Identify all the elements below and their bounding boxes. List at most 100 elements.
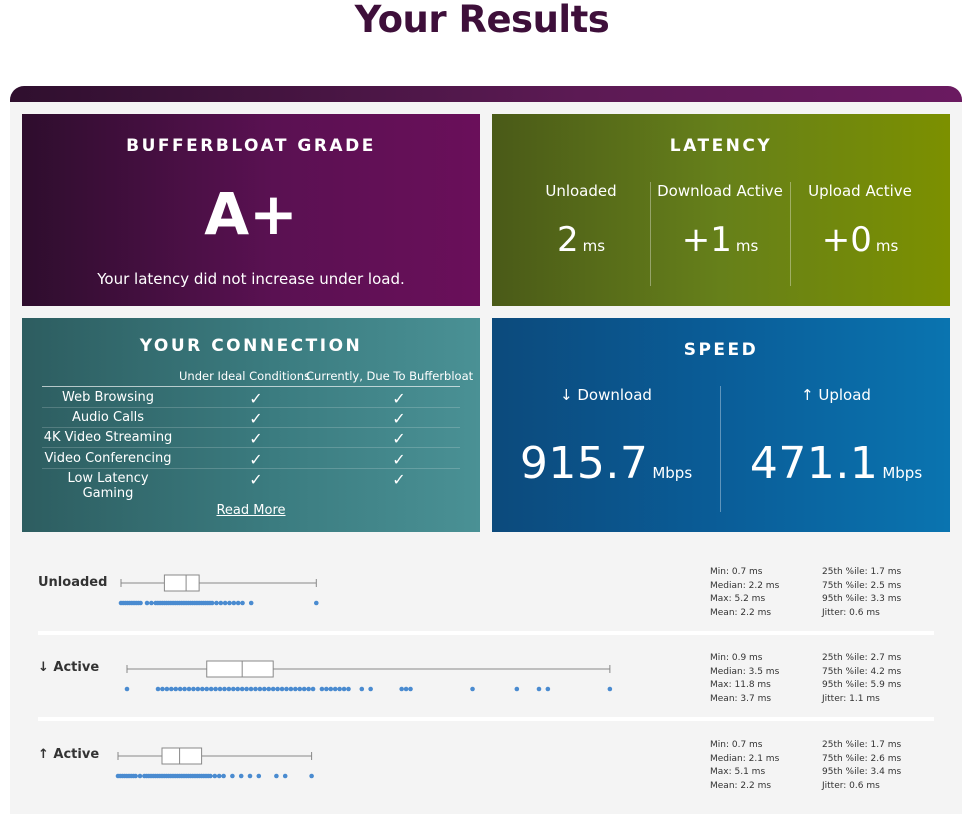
latency-distribution-download-active: ↓ Active Min: 0.9 ms Median: 3.5 ms Max: 1… <box>38 652 934 732</box>
latency-unloaded: Unloaded 2 ms <box>511 182 651 286</box>
latency-unloaded-label: Unloaded <box>545 182 617 200</box>
connection-row: Audio Calls ✓ ✓ <box>42 408 460 428</box>
sample-dot <box>222 600 228 606</box>
sample-dot <box>182 686 187 692</box>
download-speed: ↓ Download 915.7 Mbps <box>506 386 706 514</box>
sample-dot <box>173 686 179 692</box>
sample-dot <box>221 773 226 779</box>
check-icon: ✓ <box>249 409 263 428</box>
upload-speed: ↑ Upload 471.1 Mbps <box>736 386 936 514</box>
bufferbloat-grade-card: BUFFERBLOAT GRADE A+ Your latency did no… <box>22 114 480 306</box>
latency-download-value: +1 ms <box>681 220 759 260</box>
sample-dot <box>368 686 373 692</box>
sample-dot <box>545 686 551 692</box>
box-plot <box>115 747 314 779</box>
stats-left: Min: 0.9 ms Median: 3.5 ms Max: 11.8 ms Mea… <box>710 653 780 704</box>
connection-row: Video Conferencing ✓ ✓ <box>42 449 460 469</box>
check-icon: ✓ <box>392 409 406 428</box>
speed-card: SPEED ↓ Download 915.7 Mbps ↑ Upload 471.… <box>492 318 950 532</box>
grade-message: Your latency did not increase under load… <box>97 270 405 288</box>
connection-card-title: YOUR CONNECTION <box>139 336 363 356</box>
results-header-bar <box>10 86 962 102</box>
sample-dot <box>262 686 267 692</box>
latency-unloaded-value: 2 ms <box>556 220 606 260</box>
connection-row-label: Audio Calls <box>71 410 145 425</box>
sample-dot <box>177 686 183 692</box>
connection-row-label: Video Conferencing <box>44 451 172 466</box>
sample-dot <box>230 773 235 779</box>
iqr-box <box>206 660 274 678</box>
sample-dot <box>137 773 143 779</box>
download-value: 915.7 Mbps <box>519 438 693 489</box>
latency-download-active: Download Active +1 ms <box>650 182 790 286</box>
sample-dot <box>279 686 285 692</box>
sample-dot <box>235 686 241 692</box>
row-divider <box>38 717 934 721</box>
sample-dot <box>204 686 210 692</box>
check-icon: ✓ <box>249 450 263 469</box>
sample-dot <box>238 773 244 779</box>
sample-dot <box>214 600 219 606</box>
column-header-current: Currently, Due To Bufferbloat <box>306 369 474 383</box>
distribution-label: ↓ Active <box>38 660 100 675</box>
check-icon: ✓ <box>392 450 406 469</box>
sample-dot <box>403 686 409 692</box>
sample-dot <box>200 686 205 692</box>
sample-dot <box>239 686 245 692</box>
sample-dot <box>310 686 316 692</box>
connection-row: Low Latency Gaming ✓ ✓ <box>42 469 460 501</box>
sample-dot <box>359 686 365 692</box>
sample-dot <box>169 686 174 692</box>
sample-dot <box>341 686 347 692</box>
read-more-link[interactable]: Read More <box>216 503 286 518</box>
sample-dot <box>208 773 213 779</box>
sample-dot <box>301 686 307 692</box>
sample-dot <box>226 686 232 692</box>
latency-upload-value: +0 ms <box>821 220 899 260</box>
latency-download-label: Download Active <box>657 182 783 200</box>
sample-dot <box>297 686 303 692</box>
sample-dot <box>231 600 237 606</box>
stats-right: 25th %ile: 1.7 ms 75th %ile: 2.5 ms 95th %… <box>822 567 902 618</box>
row-divider <box>38 631 934 635</box>
sample-dot <box>256 773 262 779</box>
grade-card-title: BUFFERBLOAT GRADE <box>126 136 376 156</box>
page-title: Your Results <box>354 0 610 41</box>
sample-dot <box>231 686 236 692</box>
box-plot <box>118 574 319 606</box>
sample-dot <box>218 600 224 606</box>
sample-dot <box>288 686 294 692</box>
sample-dot <box>257 686 263 692</box>
check-icon: ✓ <box>392 470 406 489</box>
sample-dot <box>195 686 201 692</box>
latency-divider <box>790 182 791 286</box>
latency-card: LATENCY Unloaded 2 ms Download Active +1 m… <box>492 114 950 306</box>
check-icon: ✓ <box>249 389 263 408</box>
sample-dot <box>138 600 143 606</box>
sample-dot <box>284 686 289 692</box>
sample-dot <box>514 686 520 692</box>
sample-dot <box>212 773 218 779</box>
grade-letter: A+ <box>204 180 298 248</box>
sample-dot <box>309 773 314 779</box>
column-header-ideal: Under Ideal Conditions <box>179 369 310 383</box>
latency-distribution-upload-active: ↑ Active Min: 0.7 ms Median: 2.1 ms Max: 5… <box>38 739 934 814</box>
latency-distribution-unloaded: Unloaded Min: 0.7 ms Median: 2.2 ms Max: 5… <box>38 566 934 646</box>
sample-dot <box>536 686 542 692</box>
stats-right: 25th %ile: 1.7 ms 75th %ile: 2.6 ms 95th %… <box>822 740 902 791</box>
download-label: ↓ Download <box>560 386 652 404</box>
sample-dot <box>208 686 214 692</box>
sample-dot <box>282 773 288 779</box>
upload-label: ↑ Upload <box>801 386 871 404</box>
sample-dot <box>293 686 298 692</box>
sample-dot <box>235 600 241 606</box>
sample-dot <box>266 686 272 692</box>
connection-row: 4K Video Streaming ✓ ✓ <box>42 428 460 448</box>
iqr-box <box>163 574 200 592</box>
latency-divider <box>650 182 651 286</box>
sample-dot <box>247 773 253 779</box>
sample-dot <box>160 686 165 692</box>
sample-dot <box>217 686 223 692</box>
distribution-label: Unloaded <box>38 575 108 590</box>
check-icon: ✓ <box>392 389 406 408</box>
